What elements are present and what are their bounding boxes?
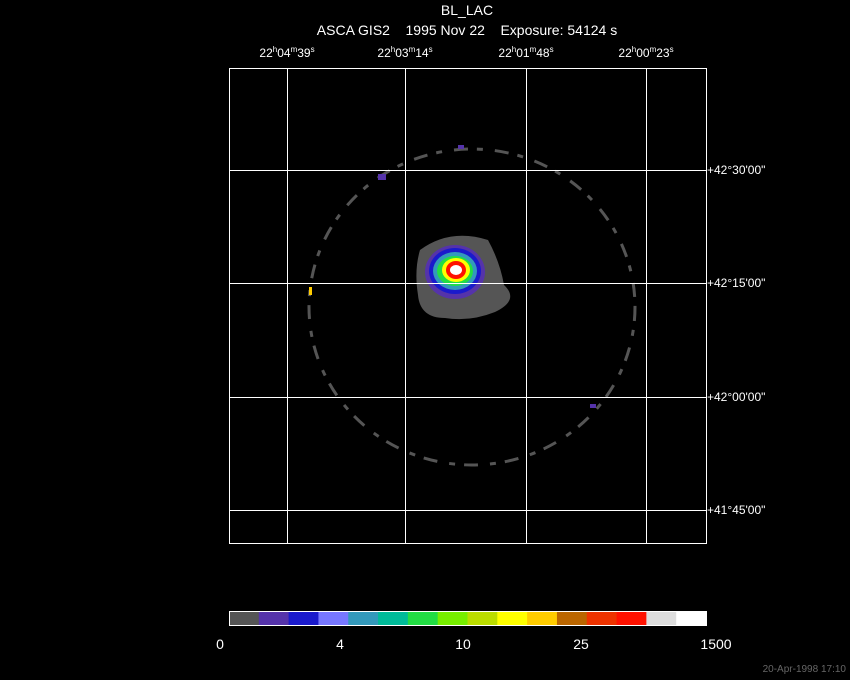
color-swatch <box>288 611 319 625</box>
color-swatch <box>676 611 707 625</box>
source-core <box>450 265 462 275</box>
grid-lines <box>229 68 706 543</box>
timestamp: 20-Apr-1998 17:10 <box>763 664 847 675</box>
color-swatch <box>497 611 528 625</box>
colorbar-label: 25 <box>573 636 589 652</box>
color-swatch <box>437 611 468 625</box>
ra-labels: 22h04m39s 22h03m14s 22h01m48s 22h00m23s <box>259 45 673 60</box>
colorbar: 0 4 10 25 1500 <box>216 611 732 652</box>
color-swatch <box>646 611 677 625</box>
color-swatch <box>556 611 588 625</box>
colorbar-label: 10 <box>455 636 471 652</box>
colorbar-label: 0 <box>216 636 224 652</box>
dec-label: +41°45'00" <box>707 503 765 517</box>
color-swatch <box>467 611 498 625</box>
ra-label: 22h03m14s <box>377 45 432 60</box>
blip <box>378 174 386 180</box>
blip <box>590 404 596 408</box>
color-swatch <box>348 611 379 625</box>
color-swatch <box>616 611 647 625</box>
ra-label: 22h00m23s <box>618 45 673 60</box>
dec-label: +42°00'00" <box>707 390 765 404</box>
ra-label: 22h04m39s <box>259 45 314 60</box>
dec-label: +42°30'00" <box>707 163 765 177</box>
color-swatch <box>407 611 439 625</box>
color-swatch <box>527 611 558 625</box>
dec-label: +42°15'00" <box>707 276 765 290</box>
blip <box>309 287 312 295</box>
color-swatch <box>258 611 290 625</box>
blip <box>458 145 464 149</box>
color-swatch <box>229 611 260 625</box>
grid <box>229 68 707 544</box>
title: BL_LAC <box>441 2 493 18</box>
colorbar-label: 4 <box>336 636 344 652</box>
subtitle: ASCA GIS2 1995 Nov 22 Exposure: 54124 s <box>317 22 617 38</box>
image <box>307 145 637 467</box>
colorbar-label: 1500 <box>700 636 731 652</box>
colorbar-frame <box>229 611 707 626</box>
color-swatch <box>318 611 349 625</box>
ring <box>307 147 637 467</box>
ra-label: 22h01m48s <box>498 45 553 60</box>
dec-labels: +42°30'00" +42°15'00" +42°00'00" +41°45'00" <box>707 163 765 517</box>
frame <box>229 68 707 544</box>
color-swatch <box>378 611 409 625</box>
color-swatch <box>586 611 618 625</box>
